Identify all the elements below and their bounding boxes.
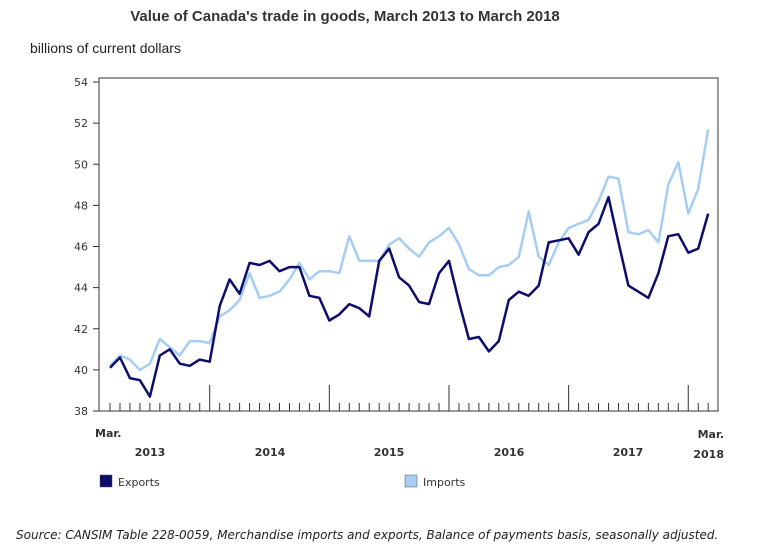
y-tick-label: 42 [74,323,88,336]
series-line-exports [109,195,710,398]
y-tick-label: 46 [74,241,88,254]
legend: Exports Imports [99,474,466,489]
x-year-label: 2014 [255,446,286,459]
x-end-label: Mar. 2018 [693,428,724,461]
y-tick-label: 38 [74,405,88,418]
y-tick-label: 52 [74,117,88,130]
legend-swatch-imports [404,474,418,488]
source-note: Source: CANSIM Table 228-0059, Merchandi… [16,528,719,542]
x-year-label: 2016 [494,446,525,459]
legend-label-exports: Exports [118,476,160,489]
series-line-imports [109,129,710,372]
legend-label-imports: Imports [423,476,466,489]
y-tick-label: 40 [74,364,88,377]
plot-frame [98,77,719,412]
x-start-month-label: Mar. [95,427,121,440]
y-tick-label: 54 [74,76,88,89]
y-tick-label: 44 [74,282,88,295]
y-axis-label: billions of current dollars [30,40,181,56]
y-tick-label: 48 [74,199,88,212]
x-year-label: 2013 [135,446,166,459]
x-year-label: 2015 [374,446,405,459]
chart-title: Value of Canada's trade in goods, March … [130,8,560,25]
y-tick-label: 50 [74,158,88,171]
line-chart: 38 40 42 44 46 48 50 52 54 Mar. 2013 2014 2015 2016… [74,76,719,489]
x-year-label: 2017 [613,446,644,459]
legend-swatch-exports [99,474,113,488]
